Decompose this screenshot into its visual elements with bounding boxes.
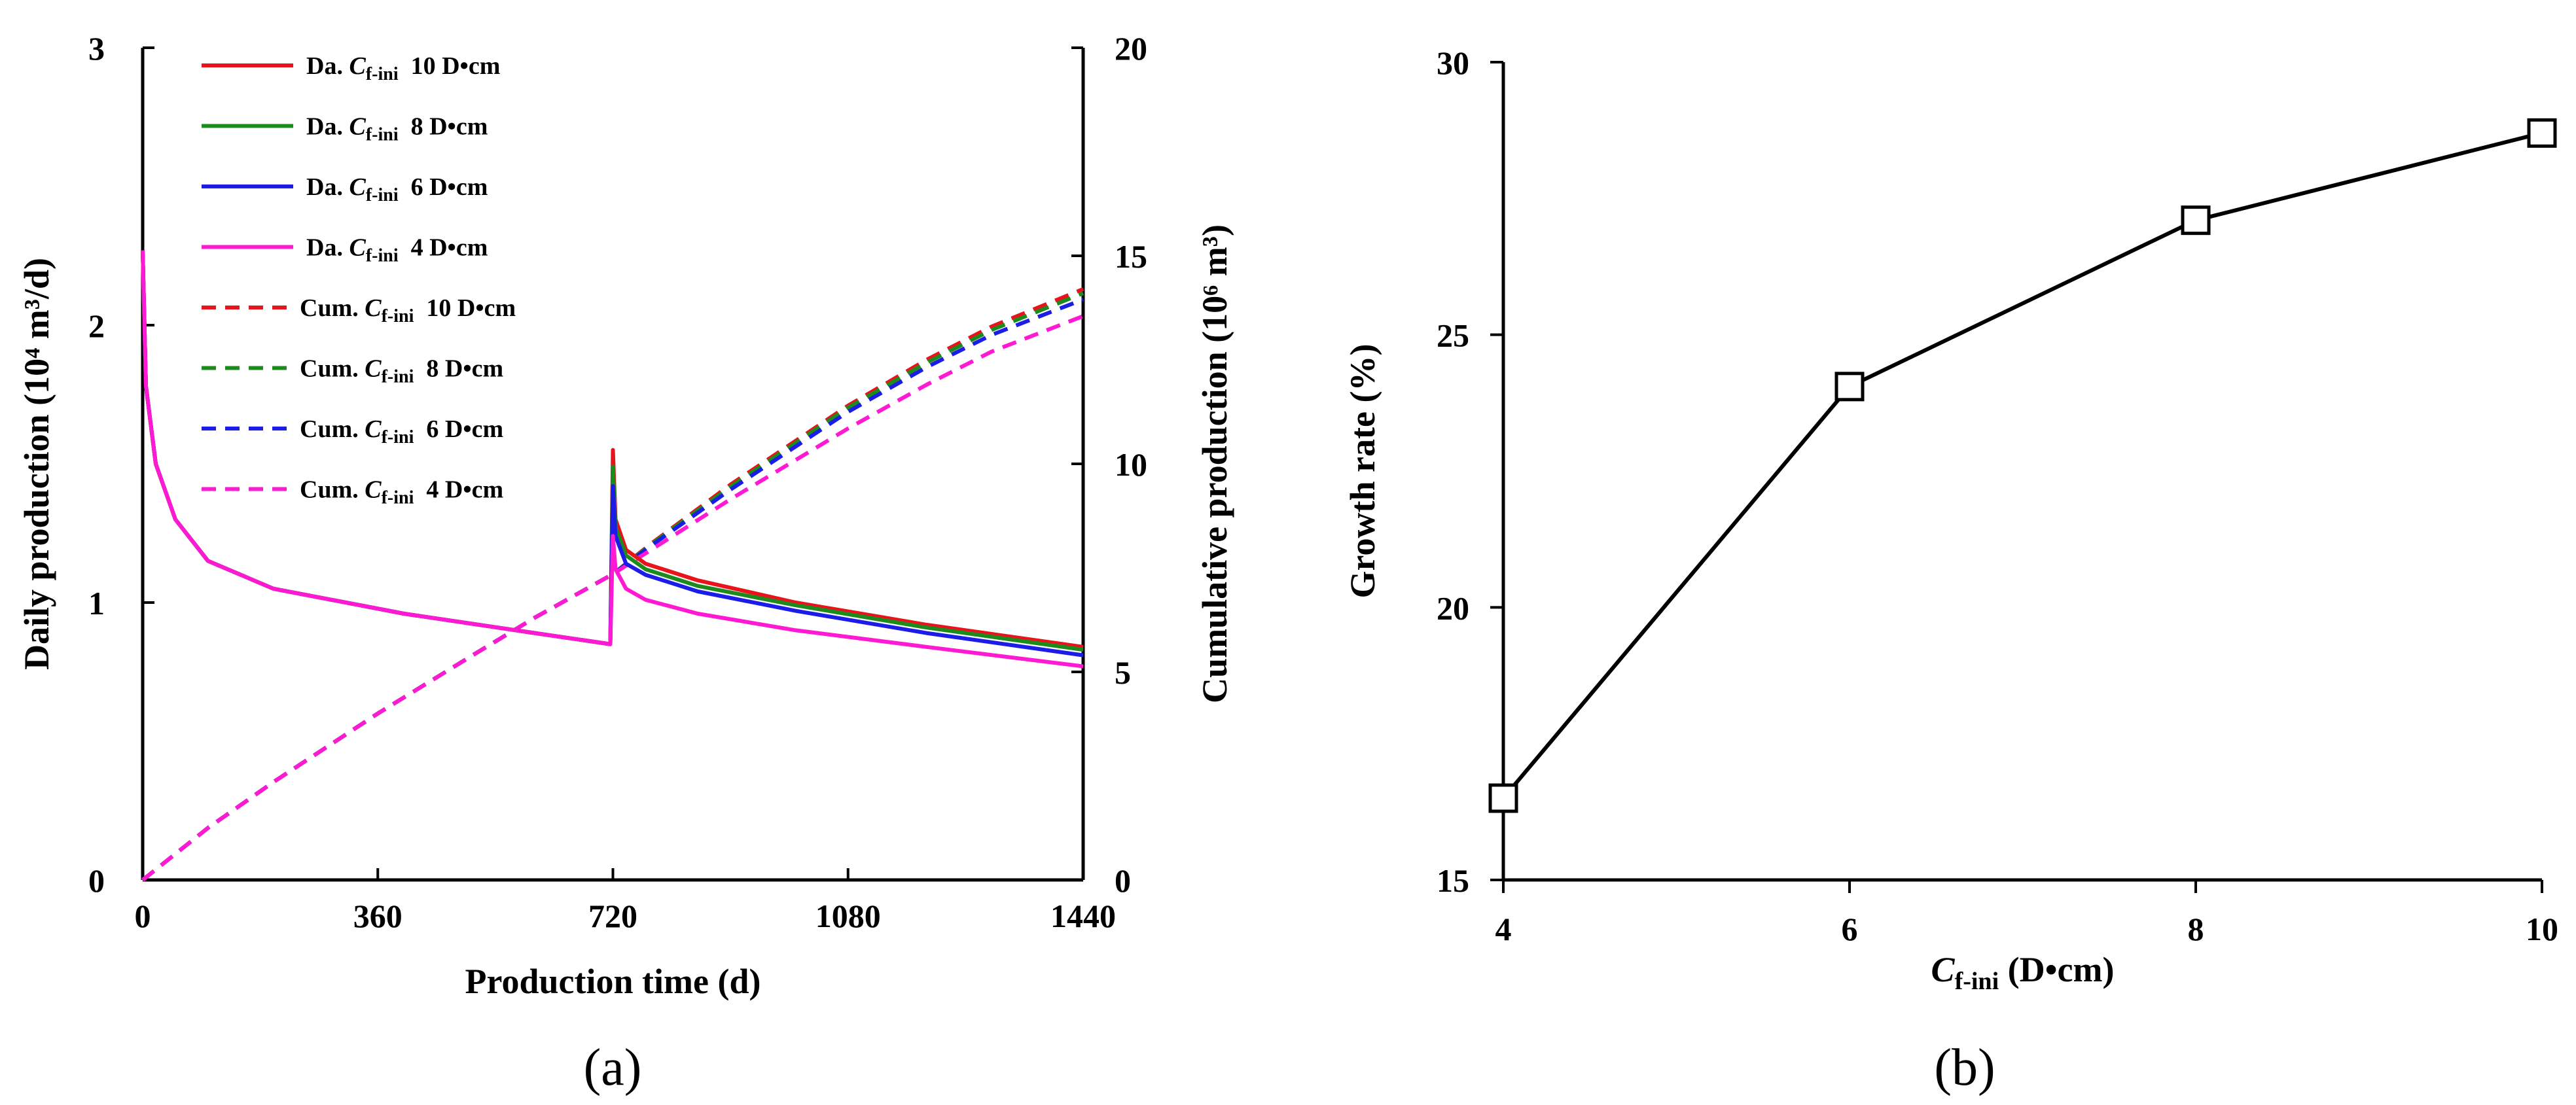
legend-label: Cum. Cf-ini 10 D•cm — [300, 294, 516, 326]
y-left-axis-label: Daily production (10⁴ m³/d) — [17, 258, 56, 670]
panel-label-a: (a) — [584, 1039, 642, 1096]
x-tick-label: 1440 — [1050, 898, 1116, 934]
y-left-tick-label: 2 — [88, 307, 105, 344]
x-tick-label: 720 — [588, 898, 637, 934]
x-tick-label: 6 — [1842, 911, 1858, 947]
legend-label: Cum. Cf-ini 8 D•cm — [300, 355, 503, 387]
series-line — [141, 250, 1084, 669]
y-right-tick-label: 15 — [1115, 238, 1147, 275]
y-tick-label: 30 — [1437, 44, 1469, 81]
chart-b: 15 20 25 30 4 6 8 10 Growth rate (%) Cf-ini (D•cm… — [1343, 44, 2558, 1096]
y-right-axis-label: Cumulative production (10⁶ m³) — [1195, 224, 1234, 703]
y-right-tick-label: 20 — [1115, 30, 1147, 67]
series-line — [1501, 131, 2543, 799]
y-tick-label: 15 — [1437, 862, 1469, 899]
x-tick-label: 1080 — [815, 898, 881, 934]
y-right-tick-label: 5 — [1115, 654, 1131, 691]
legend-label: Da. Cf-ini 8 D•cm — [306, 113, 488, 145]
y-tick-label: 25 — [1437, 317, 1469, 354]
y-tick-label: 20 — [1437, 589, 1469, 626]
data-point — [2527, 118, 2557, 148]
legend-label: Da. Cf-ini 6 D•cm — [306, 173, 488, 205]
x-tick-label: 360 — [353, 898, 402, 934]
panel-label-b: (b) — [1934, 1039, 1995, 1096]
y-right-tick-label: 10 — [1115, 446, 1147, 483]
data-point — [2181, 205, 2211, 236]
x-tick-label: 4 — [1495, 911, 1512, 947]
y-right-tick-label: 0 — [1115, 862, 1131, 899]
x-axis-label: Cf-ini (D•cm) — [1931, 950, 2115, 995]
y-left-tick-label: 1 — [88, 585, 105, 622]
data-point — [1834, 372, 1865, 402]
series-line — [141, 314, 1084, 882]
x-axis-label: Production time (d) — [465, 962, 761, 1001]
x-tick-label: 0 — [135, 898, 151, 934]
y-left-tick-label: 3 — [88, 30, 105, 67]
legend-label: Da. Cf-ini 10 D•cm — [306, 52, 500, 84]
legend-label: Cum. Cf-ini 4 D•cm — [300, 476, 503, 508]
data-point — [1488, 783, 1518, 813]
x-tick-label: 8 — [2188, 911, 2204, 947]
y-axis-label: Growth rate (%) — [1343, 344, 1382, 599]
x-tick-label: 10 — [2526, 911, 2558, 947]
y-left-tick-label: 0 — [88, 862, 105, 899]
legend-label: Da. Cf-ini 4 D•cm — [306, 234, 488, 266]
legend-label: Cum. Cf-ini 6 D•cm — [300, 415, 503, 447]
